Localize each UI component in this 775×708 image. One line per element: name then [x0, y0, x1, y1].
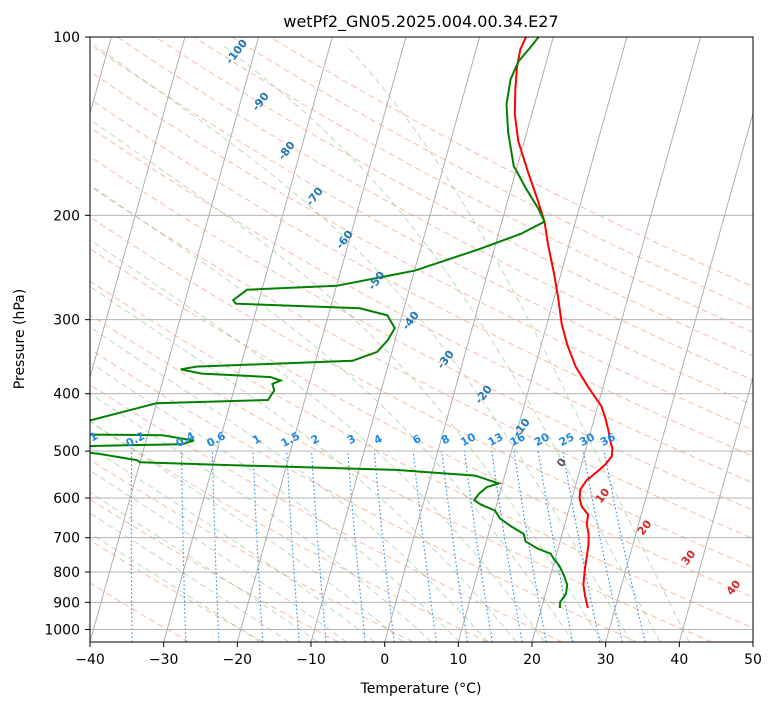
y-tick-label: 300	[53, 313, 80, 329]
background-lines	[82, 37, 753, 642]
y-tick-label: 500	[53, 444, 80, 460]
x-tick-label: 10	[449, 652, 467, 668]
isotherm	[531, 37, 702, 642]
moist-adiabat	[90, 326, 489, 642]
x-tick-label: 20	[523, 652, 541, 668]
mixing-ratio-label: 16	[508, 430, 528, 449]
y-tick-label: 200	[53, 208, 80, 224]
moist-adiabat	[90, 393, 432, 642]
moist-adiabat	[93, 44, 632, 642]
mixing-ratio-label: 25	[557, 430, 577, 449]
isotherm	[236, 37, 407, 642]
plot-frame	[89, 36, 754, 643]
y-tick-label: 100	[53, 30, 80, 46]
dry-adiabat	[90, 70, 753, 431]
x-tick-label: −10	[296, 652, 326, 668]
x-tick-label: −30	[149, 652, 179, 668]
y-tick-label: 600	[53, 491, 80, 507]
moist-adiabat	[90, 183, 575, 642]
sounding-lines	[90, 37, 614, 609]
temperature-line	[513, 37, 614, 609]
dry-adiabat	[90, 216, 753, 569]
x-tick-label: 0	[380, 652, 389, 668]
mixing-ratio-label: 20	[532, 430, 552, 449]
mixing-ratio-line	[373, 451, 395, 642]
dry-adiabat	[155, 37, 753, 357]
dry-adiabat	[90, 98, 753, 457]
mixing-ratio-line	[441, 451, 469, 642]
dewpoint-line	[90, 37, 569, 609]
x-axis: −40 −30 −20 −10 0 10 20 30 40 50	[75, 642, 762, 668]
y-tick-label: 1000	[44, 622, 80, 638]
mixing-ratio-label: 10	[458, 430, 478, 449]
isotherm	[752, 640, 753, 642]
x-tick-label: 40	[670, 652, 688, 668]
mixing-ratio-label: 0.1	[77, 429, 100, 450]
dry-adiabat	[90, 314, 712, 642]
mixing-ratio-label: 30	[577, 430, 597, 449]
y-tick-label: 900	[53, 595, 80, 611]
x-axis-label: Temperature (°C)	[360, 681, 482, 697]
y-axis-label: Pressure (hPa)	[12, 289, 28, 389]
mixing-ratio-line	[463, 451, 493, 642]
y-tick-label: 800	[53, 565, 80, 581]
x-tick-label: −40	[75, 652, 105, 668]
mixing-ratio-line	[582, 450, 623, 642]
y-tick-label: 700	[53, 531, 80, 547]
moist-adiabat	[90, 421, 404, 642]
chart-title: wetPf2_GN05.2025.004.00.34.E27	[283, 12, 558, 32]
mixing-ratio-line	[310, 451, 327, 642]
isotherm	[90, 37, 260, 642]
moist-adiabat	[90, 469, 347, 642]
y-tick-label: 400	[53, 387, 80, 403]
mixing-ratio-line	[412, 451, 437, 642]
x-tick-label: −20	[223, 652, 253, 668]
isotherm	[163, 37, 333, 642]
dry-adiabat	[90, 155, 753, 511]
mixing-ratio-line	[537, 451, 574, 642]
x-tick-label: 50	[744, 652, 762, 668]
isotherm	[678, 375, 753, 642]
dry-adiabat	[193, 37, 753, 333]
dry-adiabat	[90, 539, 264, 642]
dry-adiabat	[90, 185, 753, 540]
moist-adiabat	[221, 44, 661, 642]
isotherm	[310, 37, 481, 642]
moist-adiabat	[90, 118, 603, 642]
isotherm	[90, 37, 186, 380]
mixing-ratio-line	[82, 451, 85, 642]
moist-adiabat	[90, 285, 517, 642]
isotherm	[457, 37, 628, 642]
dry-adiabat	[90, 421, 488, 642]
y-axis: 100 200 300 400 500 600 700 800 900 1000	[44, 30, 90, 638]
dry-adiabat	[90, 348, 638, 642]
mixing-ratio-line	[562, 451, 601, 642]
dry-adiabat	[117, 37, 753, 381]
dry-adiabat	[90, 459, 414, 642]
mixing-ratio-label: 36	[598, 430, 618, 449]
moist-adiabat	[90, 491, 318, 642]
x-tick-label: 30	[597, 652, 615, 668]
moist-adiabat	[345, 44, 690, 642]
mixing-ratio-label: 13	[486, 430, 506, 449]
isotherm	[384, 37, 554, 642]
mixing-ratio-line	[347, 451, 366, 642]
isotherm	[605, 111, 753, 642]
plot-background	[90, 37, 753, 642]
dry-adiabat	[90, 126, 753, 484]
